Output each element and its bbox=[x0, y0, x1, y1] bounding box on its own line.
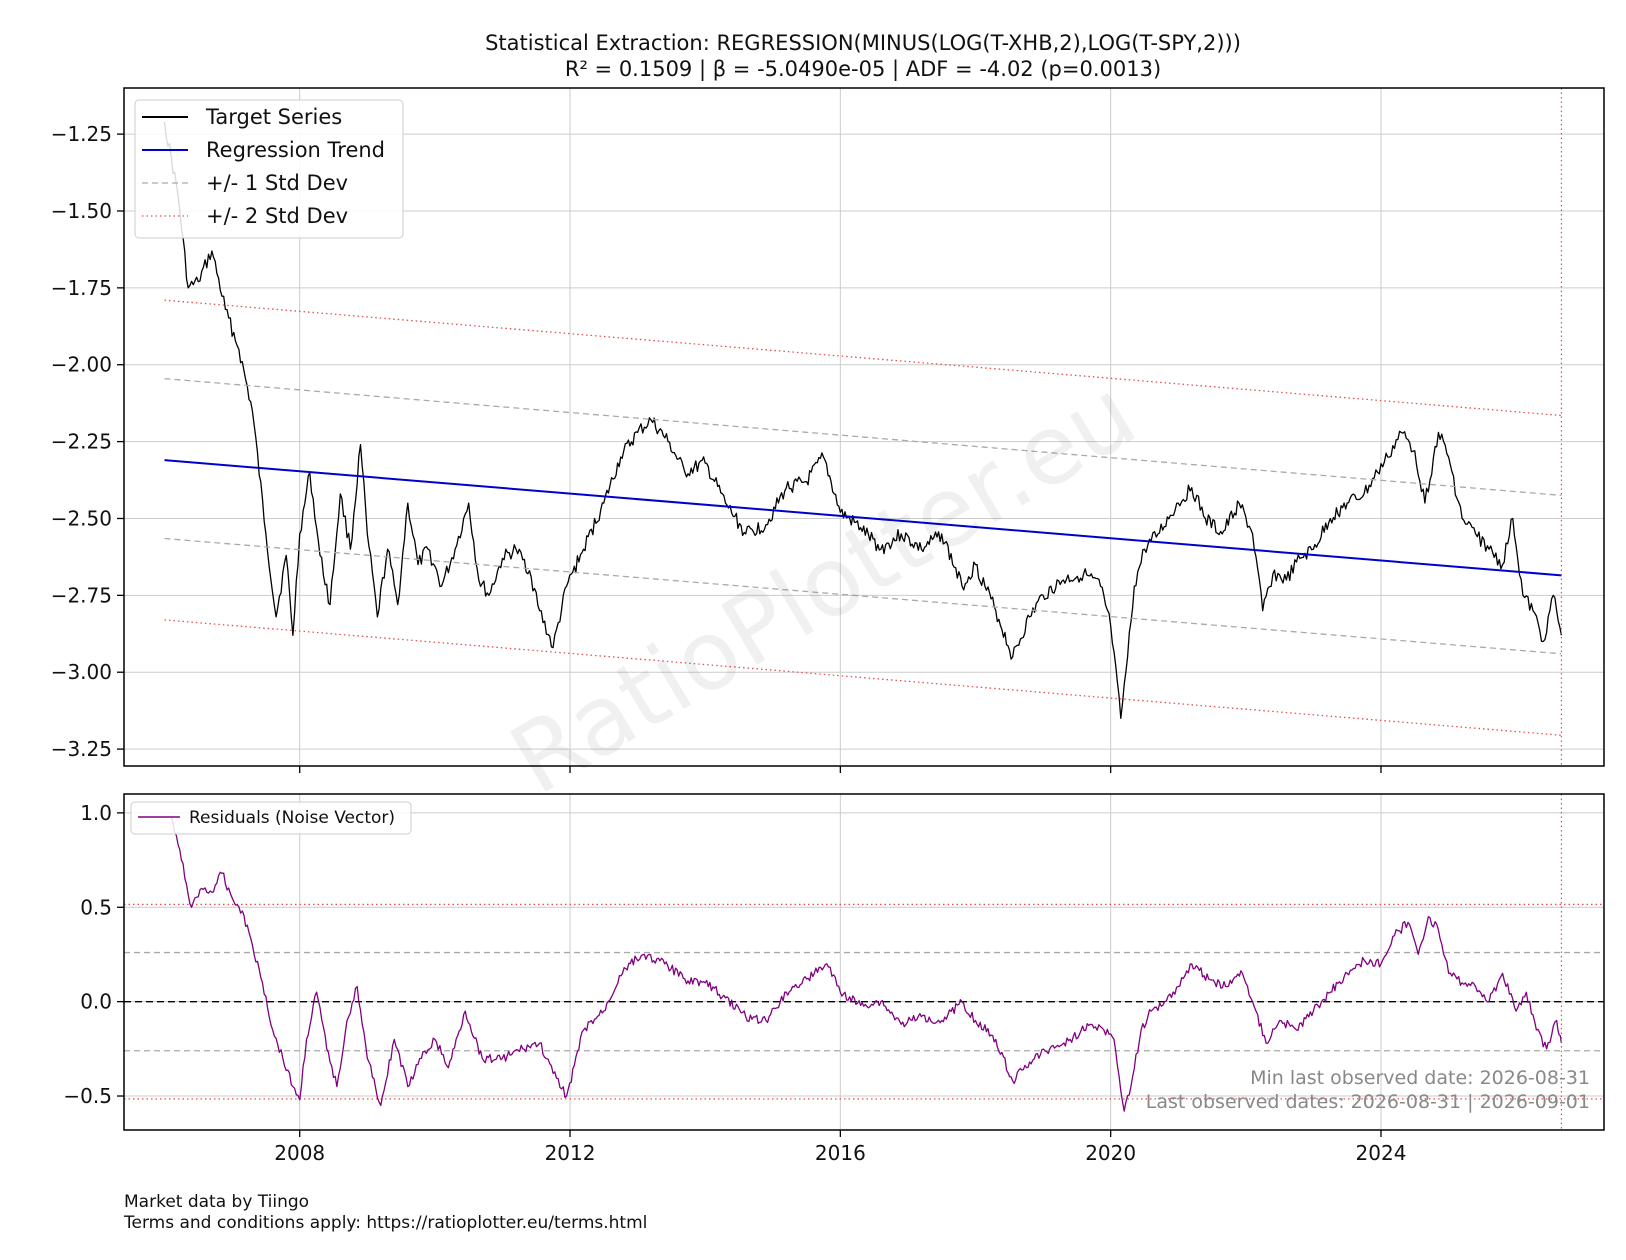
main-y-tick-label: −2.75 bbox=[51, 583, 112, 607]
residual-x-tick-label: 2016 bbox=[815, 1141, 866, 1165]
residual-legend: Residuals (Noise Vector) bbox=[130, 801, 412, 835]
main-y-ticks: −1.25 −1.50 −1.75 −2.00 −2.25 −2.50 −2.75 −3.00… bbox=[51, 122, 124, 761]
main-y-tick-label: −1.50 bbox=[51, 199, 112, 223]
legend-label-residual: Residuals (Noise Vector) bbox=[189, 808, 395, 828]
main-plot-panel: −1.25 −1.50 −1.75 −2.00 −2.25 −2.50 −2.75 −3.00… bbox=[51, 87, 1605, 773]
residual-x-tick-label: 2020 bbox=[1085, 1141, 1136, 1165]
legend-label-std2: +/- 2 Std Dev bbox=[206, 204, 348, 228]
residual-x-tick-label: 2024 bbox=[1356, 1141, 1407, 1165]
residual-plot-panel: 1.0 0.5 0.0 −0.5 2008 2012 2016 2020 2024 bbox=[63, 793, 1605, 1165]
watermark: RatioPlotter.eu bbox=[492, 357, 1154, 816]
main-y-tick-label: −2.25 bbox=[51, 430, 112, 454]
residual-x-ticks: 2008 2012 2016 2020 2024 bbox=[274, 1130, 1406, 1165]
series-residuals-0 bbox=[170, 816, 1563, 1112]
residual-y-tick-label: 0.5 bbox=[80, 895, 112, 919]
series--2-std-dev-5 bbox=[164, 619, 1562, 736]
residual-series-lines bbox=[124, 794, 1604, 1130]
series--2-std-dev-4 bbox=[164, 299, 1562, 417]
legend-label-target: Target Series bbox=[205, 105, 342, 129]
main-series-lines bbox=[163, 88, 1563, 766]
legend-label-std1: +/- 1 Std Dev bbox=[206, 171, 348, 195]
residual-y-ticks: 1.0 0.5 0.0 −0.5 bbox=[63, 801, 124, 1108]
residual-x-tick-label: 2008 bbox=[274, 1141, 325, 1165]
main-y-tick-label: −1.25 bbox=[51, 122, 112, 146]
annotation-last-dates: Last observed dates: 2026-08-31 | 2026-0… bbox=[1146, 1091, 1590, 1113]
main-y-tick-label: −2.00 bbox=[51, 353, 112, 377]
annotation-min-last-date: Min last observed date: 2026-08-31 bbox=[1250, 1067, 1590, 1089]
series-regression-trend-1 bbox=[164, 459, 1562, 577]
main-x-ticks bbox=[299, 766, 1382, 773]
main-legend: Target Series Regression Trend +/- 1 Std… bbox=[134, 99, 404, 239]
series-target-series-0 bbox=[163, 121, 1563, 719]
residual-x-tick-label: 2012 bbox=[545, 1141, 596, 1165]
series--1-std-dev-3 bbox=[164, 537, 1562, 655]
residual-y-tick-label: 1.0 bbox=[80, 801, 112, 825]
main-plot-frame bbox=[123, 87, 1605, 767]
main-y-tick-label: −1.75 bbox=[51, 276, 112, 300]
residual-y-tick-label: 0.0 bbox=[80, 990, 112, 1014]
main-y-tick-label: −3.00 bbox=[51, 660, 112, 684]
residual-y-tick-label: −0.5 bbox=[63, 1084, 112, 1108]
main-y-tick-label: −2.50 bbox=[51, 506, 112, 530]
legend-label-trend: Regression Trend bbox=[206, 138, 385, 162]
main-y-tick-label: −3.25 bbox=[51, 737, 112, 761]
chart-title: Statistical Extraction: REGRESSION(MINUS… bbox=[485, 31, 1241, 55]
footer-data-source: Market data by Tiingo bbox=[124, 1192, 310, 1212]
series--1-std-dev-2 bbox=[164, 377, 1562, 497]
residual-plot-frame bbox=[123, 793, 1605, 1131]
footer-terms: Terms and conditions apply: https://rati… bbox=[124, 1213, 648, 1233]
chart-subtitle: R² = 0.1509 | β = -5.0490e-05 | ADF = -4… bbox=[565, 57, 1161, 82]
